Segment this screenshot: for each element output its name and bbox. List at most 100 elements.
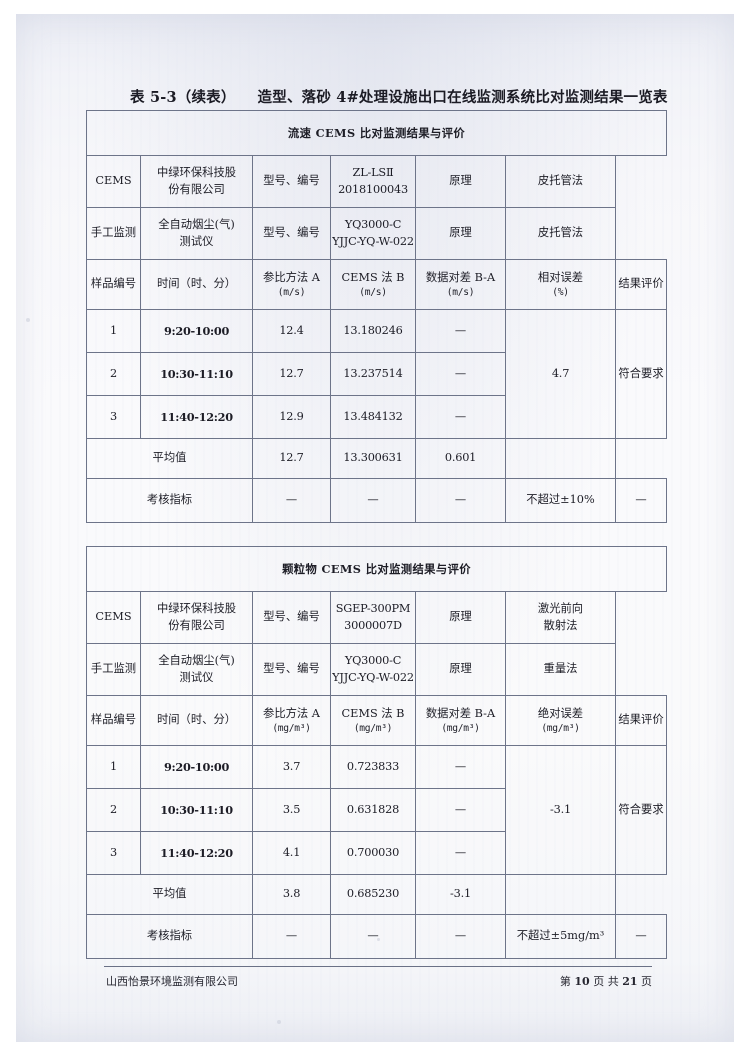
flow-criteria-label: 考核指标 bbox=[86, 478, 253, 523]
flow-col-time: 时间（时、分） bbox=[140, 259, 253, 310]
pm-row3-b: 0.700030 bbox=[330, 831, 416, 875]
flow-cems-principle-label: 原理 bbox=[415, 155, 506, 208]
pm-row2-b: 0.631828 bbox=[330, 788, 416, 832]
table-row: 2 10:30-11:10 12.7 13.237514 — bbox=[86, 352, 667, 396]
flow-col-method-a: 参比方法 A (m/s) bbox=[252, 259, 331, 310]
particulate-cems-table: 颗粒物 CEMS 比对监测结果与评价 CEMS 中绿环保科技股 份有限公司 型号、… bbox=[85, 546, 668, 959]
footer-page-label-ye2: 页 bbox=[641, 975, 652, 988]
flow-cems-model-label: 型号、编号 bbox=[252, 155, 331, 208]
flow-row1-a: 12.4 bbox=[252, 309, 331, 353]
flow-col-method-a-name: 参比方法 A bbox=[263, 270, 320, 284]
pm-criteria-diff: — bbox=[415, 914, 506, 959]
flow-row3-a: 12.9 bbox=[252, 395, 331, 439]
flow-row2-no: 2 bbox=[86, 352, 141, 396]
flow-row1-no: 1 bbox=[86, 309, 141, 353]
pm-row1-b: 0.723833 bbox=[330, 745, 416, 789]
pm-row3-diff: — bbox=[415, 831, 506, 875]
scan-speck bbox=[26, 318, 30, 322]
flow-manual-maker: 全自动烟尘(气) 测试仪 bbox=[140, 207, 253, 260]
pm-manual-maker: 全自动烟尘(气) 测试仪 bbox=[140, 643, 253, 696]
pm-criteria-eval: — bbox=[614, 914, 668, 959]
flow-evaluation: 符合要求 bbox=[614, 309, 668, 439]
pm-average-b: 0.685230 bbox=[330, 874, 416, 915]
flow-col-error-name: 相对误差 bbox=[537, 270, 584, 284]
flow-section-title: 流速 CEMS 比对监测结果与评价 bbox=[85, 110, 668, 156]
pm-col-error-name: 绝对误差 bbox=[537, 706, 584, 720]
footer-page-label-gong: 共 bbox=[607, 975, 619, 988]
flow-row2-time: 10:30-11:10 bbox=[140, 352, 253, 396]
flow-cems-principle-value: 皮托管法 bbox=[505, 155, 616, 208]
flow-manual-principle-value: 皮托管法 bbox=[505, 207, 616, 260]
pm-average-error bbox=[505, 874, 616, 915]
pm-col-method-b-name: CEMS 法 B bbox=[341, 706, 405, 720]
pm-col-eval: 结果评价 bbox=[614, 695, 668, 746]
footer-page-label-first: 第 bbox=[559, 975, 571, 988]
pm-row2-no: 2 bbox=[86, 788, 141, 832]
flow-manual-model-label: 型号、编号 bbox=[252, 207, 331, 260]
pm-manual-principle-value: 重量法 bbox=[505, 643, 616, 696]
flow-cems-table: 流速 CEMS 比对监测结果与评价 CEMS 中绿环保科技股 份有限公司 型号、编… bbox=[85, 110, 668, 523]
pm-row1-time: 9:20-10:00 bbox=[140, 745, 253, 789]
flow-col-error: 相对误差 (%) bbox=[505, 259, 616, 310]
flow-col-diff-name: 数据对差 B-A bbox=[425, 270, 496, 284]
pm-row3-a: 4.1 bbox=[252, 831, 331, 875]
flow-criteria-diff: — bbox=[415, 478, 506, 523]
pm-col-error-unit: (mg/m³) bbox=[541, 722, 580, 734]
footer-page-label-ye1: 页 bbox=[593, 975, 605, 988]
flow-manual-role: 手工监测 bbox=[86, 207, 141, 260]
flow-average-diff: 0.601 bbox=[415, 438, 506, 479]
pm-col-diff: 数据对差 B-A (mg/m³) bbox=[415, 695, 506, 746]
flow-average-error bbox=[505, 438, 616, 479]
flow-col-diff: 数据对差 B-A (m/s) bbox=[415, 259, 506, 310]
flow-criteria-eval: — bbox=[614, 478, 668, 523]
title-prefix: 表 5-3（续表） bbox=[130, 89, 236, 106]
pm-error-value: -3.1 bbox=[505, 745, 616, 875]
flow-row3-diff: — bbox=[415, 395, 506, 439]
flow-row2-b: 13.237514 bbox=[330, 352, 416, 396]
table-row: 1 9:20-10:00 12.4 13.180246 — 4.7 符合要求 bbox=[86, 309, 668, 439]
flow-row1-time: 9:20-10:00 bbox=[140, 309, 253, 353]
flow-row3-time: 11:40-12:20 bbox=[140, 395, 253, 439]
pm-col-method-a-name: 参比方法 A bbox=[263, 706, 320, 720]
flow-col-error-unit: (%) bbox=[552, 286, 569, 298]
pm-cems-maker: 中绿环保科技股 份有限公司 bbox=[140, 591, 253, 644]
pm-row3-time: 11:40-12:20 bbox=[140, 831, 253, 875]
pm-manual-model-label: 型号、编号 bbox=[252, 643, 331, 696]
flow-col-eval: 结果评价 bbox=[614, 259, 668, 310]
pm-cems-model-value: SGEP-300PM 3000007D bbox=[330, 591, 416, 644]
pm-cems-role: CEMS bbox=[86, 591, 141, 644]
pm-row2-a: 3.5 bbox=[252, 788, 331, 832]
flow-average-b: 13.300631 bbox=[330, 438, 416, 479]
pm-section-title: 颗粒物 CEMS 比对监测结果与评价 bbox=[85, 546, 668, 592]
scan-speck bbox=[277, 1020, 281, 1024]
table-row: 考核指标 — — — 不超过±10% — bbox=[86, 478, 668, 523]
pm-row1-diff: — bbox=[415, 745, 506, 789]
footer-company: 山西怡景环境监测有限公司 bbox=[106, 975, 238, 988]
flow-manual-model-value: YQ3000-C YJJC-YQ-W-022 bbox=[330, 207, 416, 260]
flow-row2-diff: — bbox=[415, 352, 506, 396]
flow-row1-diff: — bbox=[415, 309, 506, 353]
table-row: 平均值 3.8 0.685230 -3.1 bbox=[86, 874, 667, 915]
pm-evaluation: 符合要求 bbox=[614, 745, 668, 875]
table-row: 平均值 12.7 13.300631 0.601 bbox=[86, 438, 667, 479]
footer-page-current: 10 bbox=[574, 975, 590, 988]
pm-col-diff-name: 数据对差 B-A bbox=[425, 706, 496, 720]
table-row: 3 11:40-12:20 4.1 0.700030 — bbox=[86, 831, 667, 875]
pm-criteria-b: — bbox=[330, 914, 416, 959]
flow-criteria-error: 不超过±10% bbox=[505, 478, 616, 523]
pm-col-time: 时间（时、分） bbox=[140, 695, 253, 746]
particulate-cems-table-wrapper: 颗粒物 CEMS 比对监测结果与评价 CEMS 中绿环保科技股 份有限公司 型号、… bbox=[85, 546, 668, 959]
flow-col-method-b-unit: (m/s) bbox=[359, 286, 387, 298]
pm-row2-diff: — bbox=[415, 788, 506, 832]
flow-col-method-a-unit: (m/s) bbox=[277, 286, 306, 298]
pm-cems-principle-label: 原理 bbox=[415, 591, 506, 644]
scan-speck bbox=[377, 938, 380, 941]
flow-col-method-b-name: CEMS 法 B bbox=[341, 270, 405, 284]
pm-col-method-a: 参比方法 A (mg/m³) bbox=[252, 695, 331, 746]
flow-error-value: 4.7 bbox=[505, 309, 616, 439]
flow-col-method-b: CEMS 法 B (m/s) bbox=[330, 259, 416, 310]
flow-criteria-a: — bbox=[252, 478, 331, 523]
pm-criteria-error: 不超过±5mg/m³ bbox=[505, 914, 616, 959]
flow-cems-maker: 中绿环保科技股 份有限公司 bbox=[140, 155, 253, 208]
table-row: 考核指标 — — — 不超过±5mg/m³ — bbox=[86, 914, 668, 959]
